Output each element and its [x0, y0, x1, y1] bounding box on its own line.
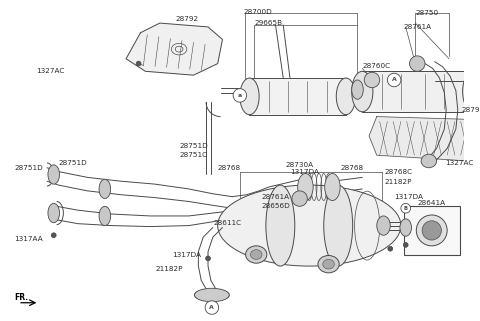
Circle shape [387, 73, 401, 87]
Text: FR.: FR. [14, 293, 28, 302]
Text: 28611C: 28611C [213, 220, 241, 226]
Text: a: a [238, 93, 242, 98]
Text: 28641A: 28641A [417, 200, 445, 206]
Circle shape [473, 156, 478, 160]
Ellipse shape [48, 204, 60, 223]
Text: 28751D: 28751D [179, 143, 208, 149]
Text: 28730A: 28730A [285, 162, 313, 168]
Ellipse shape [400, 219, 411, 236]
Text: A: A [392, 77, 396, 82]
Circle shape [233, 89, 247, 102]
Text: 28760C: 28760C [362, 63, 390, 68]
Ellipse shape [48, 165, 60, 184]
Ellipse shape [292, 191, 307, 206]
Ellipse shape [318, 256, 339, 273]
Bar [250, 78, 346, 115]
Ellipse shape [240, 78, 259, 115]
Circle shape [403, 242, 408, 247]
Ellipse shape [246, 246, 267, 263]
Text: 21182P: 21182P [155, 266, 182, 272]
Ellipse shape [217, 185, 401, 266]
Ellipse shape [99, 179, 110, 199]
Ellipse shape [416, 215, 447, 246]
Ellipse shape [352, 80, 363, 99]
Circle shape [388, 246, 393, 251]
Circle shape [51, 233, 56, 238]
Circle shape [401, 204, 410, 213]
Ellipse shape [463, 71, 480, 112]
Ellipse shape [194, 288, 229, 302]
Text: 1317DA: 1317DA [172, 252, 201, 257]
Circle shape [136, 61, 141, 66]
Text: 28656D: 28656D [261, 203, 290, 209]
Text: 28761A: 28761A [404, 24, 432, 30]
Text: 1317DA: 1317DA [394, 194, 423, 200]
Text: 28793: 28793 [462, 107, 480, 113]
Text: 28751C: 28751C [179, 152, 207, 158]
Ellipse shape [421, 154, 437, 168]
Polygon shape [369, 117, 480, 162]
Text: 28750: 28750 [415, 11, 438, 16]
Ellipse shape [323, 259, 335, 269]
Text: 1317DA: 1317DA [290, 169, 319, 175]
Ellipse shape [336, 78, 356, 115]
Ellipse shape [324, 185, 353, 266]
Circle shape [205, 301, 218, 314]
Bar [362, 71, 473, 112]
Text: 28792: 28792 [175, 16, 198, 22]
Ellipse shape [251, 250, 262, 259]
Text: A: A [209, 305, 214, 310]
Text: 28751D: 28751D [59, 160, 87, 166]
Ellipse shape [266, 185, 295, 266]
Ellipse shape [194, 289, 229, 301]
Text: 28768: 28768 [217, 165, 241, 171]
Ellipse shape [352, 71, 373, 112]
Text: 29665B: 29665B [254, 20, 282, 26]
Text: 28751D: 28751D [14, 165, 43, 171]
Polygon shape [126, 23, 223, 75]
Text: 1327AC: 1327AC [445, 160, 473, 166]
Ellipse shape [377, 216, 390, 235]
Text: 1317AA: 1317AA [14, 236, 43, 242]
Ellipse shape [99, 206, 110, 226]
Text: 1327AC: 1327AC [36, 68, 64, 74]
Ellipse shape [422, 221, 442, 240]
Text: 28768: 28768 [340, 165, 363, 171]
Ellipse shape [364, 72, 380, 88]
Ellipse shape [409, 56, 425, 71]
Text: 28700D: 28700D [244, 9, 273, 14]
Text: 28761A: 28761A [261, 194, 289, 200]
Circle shape [205, 256, 210, 261]
Bar [404, 206, 460, 255]
Text: B: B [404, 206, 408, 211]
Ellipse shape [324, 174, 340, 201]
Text: 28768C: 28768C [384, 169, 413, 175]
Text: 21182P: 21182P [384, 179, 412, 185]
Ellipse shape [298, 174, 313, 201]
